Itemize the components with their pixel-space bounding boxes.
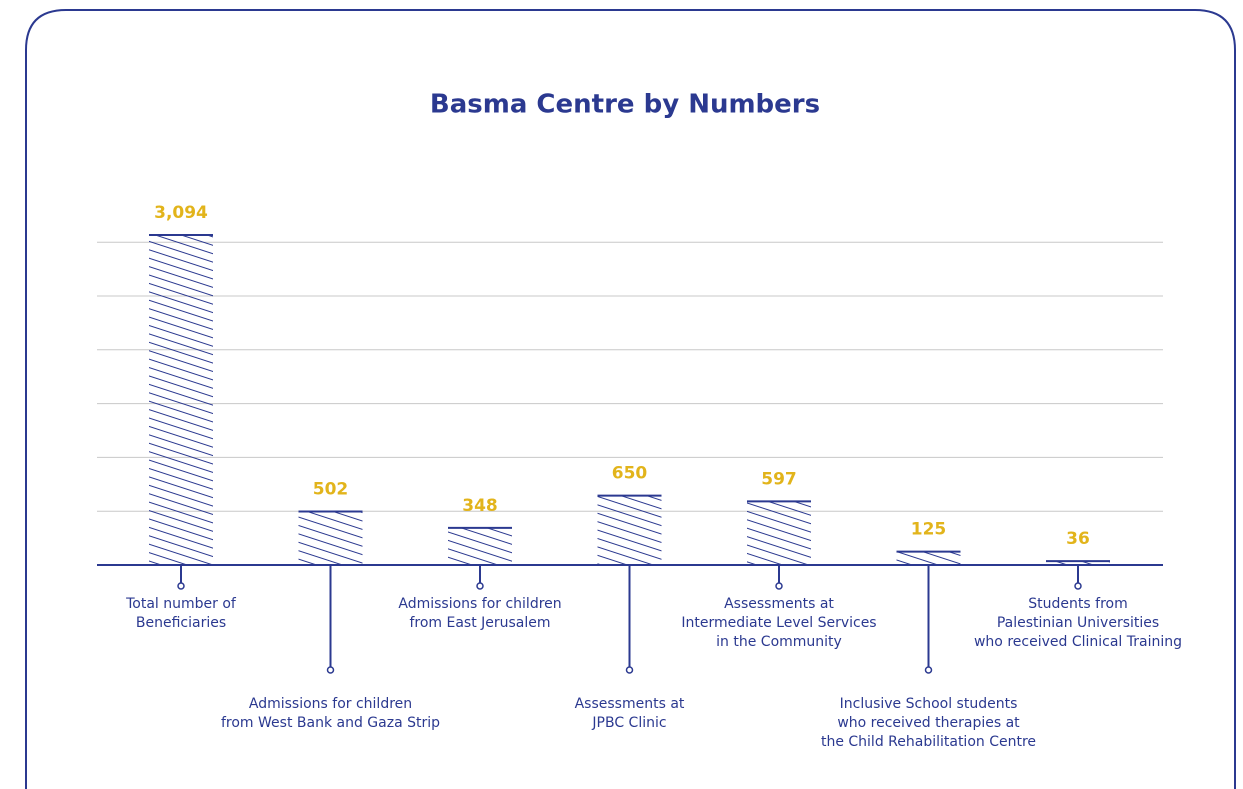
connector-dot <box>1074 582 1082 590</box>
value-label: 3,094 <box>154 203 208 223</box>
connector-dot <box>177 582 185 590</box>
category-label: in the Community <box>716 634 842 650</box>
chart-title: Basma Centre by Numbers <box>430 90 820 120</box>
connector-dot <box>625 666 634 674</box>
bar <box>896 551 961 565</box>
category-label: from East Jerusalem <box>409 615 550 631</box>
value-label: 502 <box>313 479 349 499</box>
bar <box>298 511 363 565</box>
category-label: Admissions for children <box>249 696 412 712</box>
category-label: Palestinian Universities <box>997 615 1159 631</box>
category-label: Beneficiaries <box>136 615 226 631</box>
bar <box>597 495 662 565</box>
category-label: JPBC Clinic <box>591 715 666 731</box>
connector-dot <box>476 582 484 590</box>
value-label: 650 <box>612 464 648 484</box>
connector-dot <box>924 666 933 674</box>
value-label: 348 <box>462 496 498 516</box>
category-label: from West Bank and Gaza Strip <box>221 715 440 731</box>
value-label: 125 <box>911 520 947 540</box>
category-label: the Child Rehabilitation Centre <box>821 734 1036 750</box>
category-label: Assessments at <box>575 696 685 712</box>
category-label: Inclusive School students <box>840 696 1018 712</box>
value-label: 36 <box>1066 529 1090 549</box>
value-label: 597 <box>761 469 797 489</box>
category-label: who received Clinical Training <box>974 634 1182 650</box>
bar <box>1046 561 1110 565</box>
category-label: who received therapies at <box>837 715 1020 731</box>
panel-border <box>25 9 1236 789</box>
category-label: Assessments at <box>724 596 834 612</box>
connector-dot <box>326 666 335 674</box>
bar <box>747 501 811 565</box>
category-label: Admissions for children <box>398 596 561 612</box>
connector-dot <box>775 582 783 590</box>
bar <box>448 527 512 565</box>
category-label: Intermediate Level Services <box>681 615 876 631</box>
bar <box>149 235 213 565</box>
category-label: Total number of <box>125 596 237 612</box>
category-label: Students from <box>1028 596 1127 612</box>
